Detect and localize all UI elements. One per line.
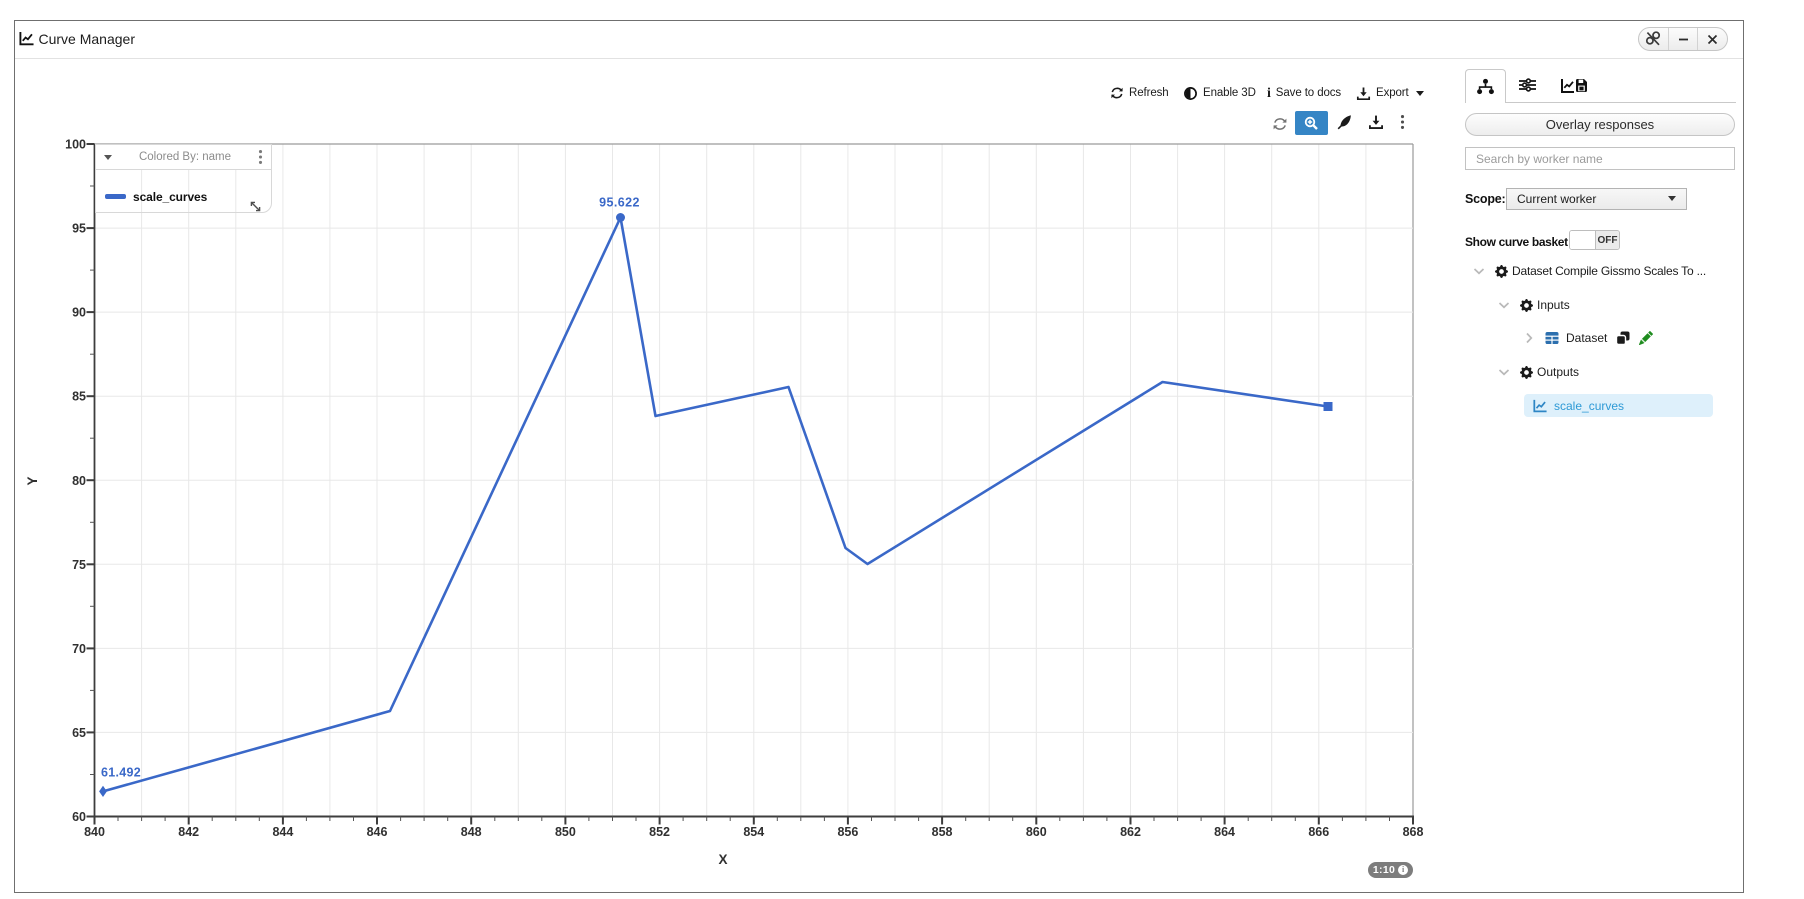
svg-text:840: 840 xyxy=(84,825,105,839)
svg-text:854: 854 xyxy=(743,825,764,839)
svg-text:85: 85 xyxy=(72,390,86,404)
svg-text:866: 866 xyxy=(1308,825,1329,839)
svg-text:868: 868 xyxy=(1403,825,1424,839)
svg-text:95: 95 xyxy=(72,222,86,236)
svg-text:858: 858 xyxy=(932,825,953,839)
svg-text:850: 850 xyxy=(555,825,576,839)
svg-text:75: 75 xyxy=(72,558,86,572)
svg-text:842: 842 xyxy=(178,825,199,839)
svg-text:100: 100 xyxy=(65,138,86,152)
svg-text:80: 80 xyxy=(72,474,86,488)
svg-text:848: 848 xyxy=(461,825,482,839)
svg-text:95.622: 95.622 xyxy=(599,196,640,210)
svg-text:Y: Y xyxy=(25,476,40,485)
svg-text:X: X xyxy=(718,852,727,867)
svg-text:65: 65 xyxy=(72,726,86,740)
svg-text:60: 60 xyxy=(72,810,86,824)
svg-text:844: 844 xyxy=(272,825,293,839)
svg-text:70: 70 xyxy=(72,642,86,656)
svg-text:846: 846 xyxy=(367,825,388,839)
svg-text:61.492: 61.492 xyxy=(101,765,141,779)
svg-text:856: 856 xyxy=(837,825,858,839)
svg-text:862: 862 xyxy=(1120,825,1141,839)
svg-text:852: 852 xyxy=(649,825,670,839)
svg-text:860: 860 xyxy=(1026,825,1047,839)
svg-text:90: 90 xyxy=(72,306,86,320)
svg-text:864: 864 xyxy=(1214,825,1235,839)
